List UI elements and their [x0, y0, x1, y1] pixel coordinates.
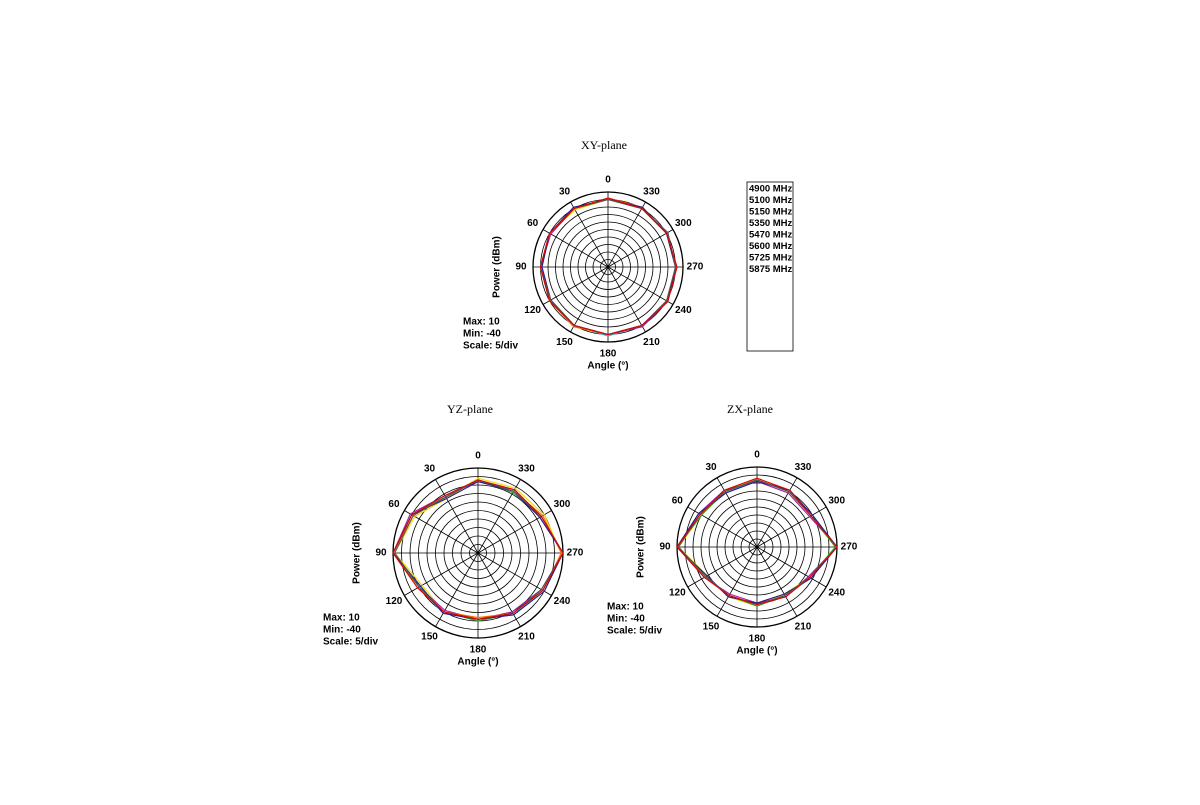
angle-tick-label: 330 — [795, 462, 812, 473]
spoke — [542, 266, 609, 305]
angle-tick-label: 120 — [386, 596, 403, 607]
legend-label: 5725 MHz — [749, 253, 793, 264]
angle-tick-label: 240 — [675, 305, 692, 316]
angle-tick-label: 150 — [703, 621, 720, 632]
series-line — [392, 479, 564, 620]
chart-title: ZX-plane — [727, 402, 773, 416]
spoke — [404, 552, 479, 596]
angle-tick-label: 270 — [567, 548, 584, 559]
angle-tick-label: 210 — [518, 632, 535, 643]
y-axis-label: Power (dBm) — [352, 522, 363, 584]
spoke — [716, 477, 758, 548]
series-line — [677, 479, 838, 606]
annotation: Scale: 5/div — [463, 341, 518, 352]
y-axis-label: Power (dBm) — [636, 516, 647, 578]
spoke — [570, 201, 609, 268]
angle-tick-label: 0 — [754, 450, 760, 461]
spoke — [477, 479, 521, 554]
x-axis-label: Angle (°) — [457, 657, 498, 668]
spoke — [687, 506, 758, 548]
legend-label: 5600 MHz — [749, 241, 793, 252]
spoke — [477, 552, 552, 596]
angle-tick-label: 60 — [388, 499, 400, 510]
spoke — [477, 510, 552, 554]
legend-label: 5470 MHz — [749, 230, 793, 241]
spoke — [404, 510, 479, 554]
spoke — [607, 229, 674, 268]
y-axis-label: Power (dBm) — [492, 236, 503, 298]
polar-chart: XY-plane 0 30 60 90 120 150 180 210 240 270 300 330 P… — [463, 138, 794, 372]
spoke — [756, 546, 798, 617]
angle-tick-label: 300 — [828, 496, 845, 507]
legend-label: 5350 MHz — [749, 218, 793, 229]
angle-tick-label: 330 — [518, 464, 535, 475]
angle-tick-label: 120 — [524, 305, 541, 316]
angle-tick-label: 0 — [475, 451, 481, 462]
spoke — [542, 229, 609, 268]
annotation: Max: 10 — [323, 613, 360, 624]
angle-tick-label: 300 — [675, 218, 692, 229]
angle-tick-label: 30 — [559, 186, 571, 197]
angle-tick-label: 270 — [687, 262, 704, 273]
angle-tick-label: 150 — [556, 337, 573, 348]
angle-tick-label: 240 — [554, 596, 571, 607]
angle-tick-label: 180 — [749, 634, 766, 645]
angle-tick-label: 60 — [527, 218, 539, 229]
annotation: Scale: 5/div — [607, 626, 662, 637]
spoke — [607, 266, 646, 333]
x-axis-label: Angle (°) — [736, 646, 777, 657]
angle-tick-label: 210 — [643, 337, 660, 348]
angle-tick-label: 240 — [828, 588, 845, 599]
angle-tick-label: 330 — [643, 186, 660, 197]
angle-tick-label: 0 — [605, 175, 611, 186]
angle-tick-label: 30 — [424, 464, 436, 475]
legend-label: 4900 MHz — [749, 184, 793, 195]
annotation: Min: -40 — [323, 625, 361, 636]
legend-label: 5875 MHz — [749, 264, 793, 275]
annotation: Min: -40 — [607, 614, 645, 625]
legend-label: 5100 MHz — [749, 195, 793, 206]
spoke — [607, 266, 674, 305]
spoke — [716, 546, 758, 617]
chart-title: YZ-plane — [447, 402, 493, 416]
annotation: Scale: 5/div — [323, 637, 378, 648]
annotation: Max: 10 — [463, 317, 500, 328]
angle-tick-label: 90 — [659, 542, 671, 553]
series-line — [676, 477, 838, 606]
angle-tick-label: 180 — [600, 349, 617, 360]
x-axis-label: Angle (°) — [587, 361, 628, 372]
angle-tick-label: 300 — [554, 499, 571, 510]
polar-chart: ZX-plane 0 30 60 90 120 150 180 210 240 270 300 330 P… — [607, 402, 858, 657]
spoke — [756, 546, 827, 588]
legend-box — [746, 181, 794, 352]
annotation: Min: -40 — [463, 329, 501, 340]
spoke — [607, 201, 646, 268]
polar-chart: YZ-plane 0 30 60 90 120 150 180 210 240 270 300 330 P… — [323, 402, 584, 668]
angle-tick-label: 90 — [375, 548, 387, 559]
spoke — [687, 546, 758, 588]
angle-tick-label: 150 — [421, 632, 438, 643]
legend-label: 5150 MHz — [749, 207, 793, 218]
series-line — [676, 480, 838, 604]
annotation: Max: 10 — [607, 602, 644, 613]
spoke — [756, 506, 827, 548]
angle-tick-label: 120 — [669, 588, 686, 599]
angle-tick-label: 180 — [470, 645, 487, 656]
spoke — [570, 266, 609, 333]
angle-tick-label: 270 — [841, 542, 858, 553]
spoke — [756, 477, 798, 548]
spoke — [435, 552, 479, 627]
spoke — [435, 479, 479, 554]
angle-tick-label: 210 — [795, 621, 812, 632]
angle-tick-label: 90 — [515, 262, 527, 273]
angle-tick-label: 60 — [672, 496, 684, 507]
angle-tick-label: 30 — [705, 462, 717, 473]
series-line — [539, 197, 678, 336]
chart-title: XY-plane — [581, 138, 627, 152]
